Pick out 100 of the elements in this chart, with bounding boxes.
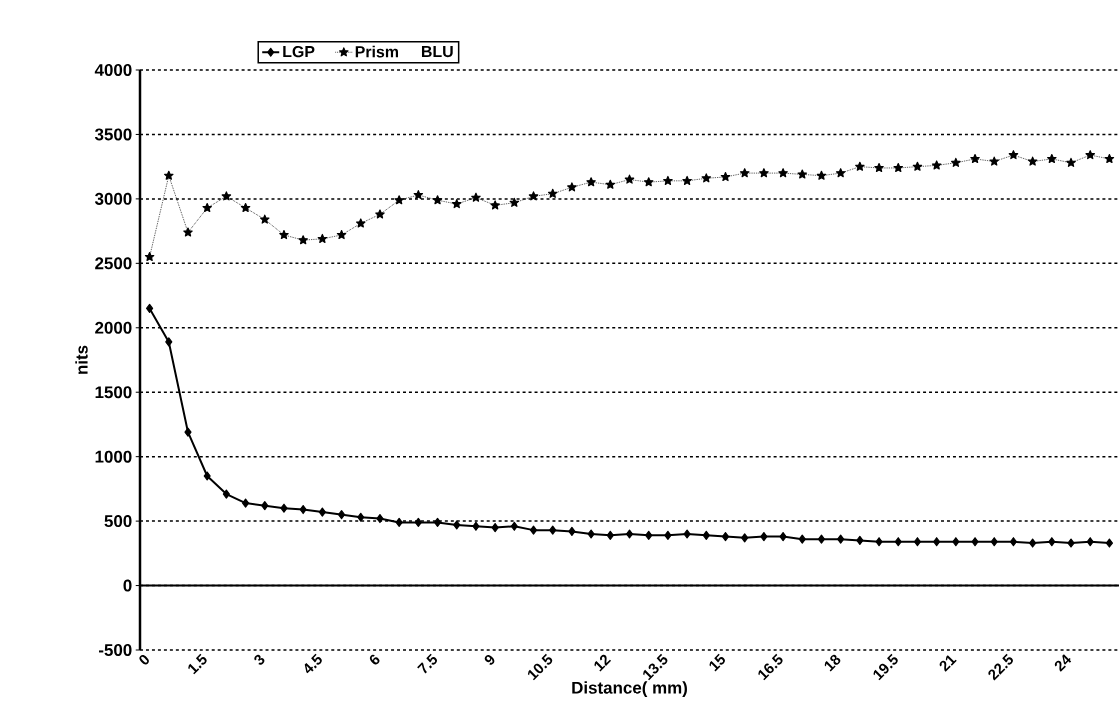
point (816, 170, 827, 180)
y-tick-label: -500 (98, 644, 132, 656)
point (912, 161, 923, 171)
point (183, 227, 193, 237)
point (472, 521, 480, 531)
y-tick-label: 0 (123, 579, 132, 592)
point (587, 529, 595, 539)
point (875, 537, 883, 547)
point (164, 170, 174, 180)
point (202, 202, 212, 213)
point (568, 526, 576, 537)
point (970, 153, 980, 164)
point (741, 533, 749, 543)
point (241, 498, 250, 508)
point (874, 162, 884, 173)
point (529, 525, 538, 535)
legend-label: Prism (355, 45, 399, 58)
point (1067, 538, 1075, 548)
x-tick-label: 18 (824, 654, 841, 672)
point (931, 160, 942, 170)
point (720, 171, 731, 182)
y-tick-label: 1000 (95, 450, 132, 463)
point (336, 229, 347, 240)
point (971, 537, 979, 547)
point (817, 534, 826, 544)
point (682, 175, 692, 185)
point (165, 337, 173, 347)
x-tick-label: 3 (254, 654, 265, 665)
point (606, 530, 614, 540)
point (989, 156, 1000, 166)
point (1104, 153, 1115, 164)
x-axis-title: Distance( mm) (572, 681, 687, 698)
point (491, 522, 499, 533)
point (337, 510, 346, 520)
y-axis-title: nits (75, 345, 88, 374)
y-tick-label: 2500 (95, 257, 132, 270)
y-tick-label: 4000 (94, 64, 132, 76)
y-tick-label: 1500 (95, 386, 132, 399)
point (855, 161, 865, 171)
point (739, 168, 750, 178)
point (797, 169, 808, 179)
point (835, 168, 846, 178)
x-tick-label: 21 (939, 655, 957, 672)
point (547, 188, 558, 198)
point (144, 251, 155, 262)
point (1009, 537, 1018, 547)
point (837, 534, 845, 544)
point (701, 173, 712, 183)
point (894, 537, 902, 547)
point (317, 233, 328, 243)
point (951, 157, 961, 167)
point (471, 192, 481, 202)
point (146, 303, 154, 314)
point (260, 214, 270, 224)
x-tick-label: 1.5 (188, 653, 207, 675)
y-tick-label: 500 (104, 515, 132, 528)
point (510, 521, 518, 531)
point (663, 175, 673, 185)
point (664, 530, 672, 540)
point (221, 191, 232, 201)
point (798, 534, 806, 544)
point (413, 190, 424, 200)
point (375, 209, 385, 219)
x-tick-label: 24 (1054, 654, 1072, 672)
point (778, 168, 788, 178)
legend-label: LGP (283, 45, 315, 58)
point (913, 537, 922, 547)
point (261, 501, 269, 511)
y-tick-label: 2000 (95, 321, 132, 334)
x-tick-label: 15 (709, 653, 725, 672)
point (721, 531, 730, 542)
x-tick-label: 0 (139, 654, 149, 665)
point (1027, 156, 1038, 166)
point (893, 162, 904, 173)
point (1105, 538, 1113, 548)
x-tick-label: 4.5 (304, 653, 322, 674)
point (643, 177, 654, 187)
point (586, 177, 596, 187)
point (683, 529, 691, 539)
point (933, 537, 941, 547)
y-tick-label: 3500 (94, 128, 132, 141)
point (952, 537, 960, 547)
point (990, 537, 998, 547)
point (299, 504, 307, 515)
point (625, 529, 634, 539)
point (624, 174, 635, 184)
point (1066, 157, 1076, 167)
point (203, 471, 211, 481)
point (394, 195, 404, 205)
point (1029, 538, 1037, 548)
x-tick-label: 7.5 (417, 653, 438, 674)
point (1048, 537, 1056, 547)
point (549, 525, 557, 535)
point (1047, 153, 1057, 164)
text: BLU (421, 46, 453, 58)
point (528, 191, 539, 201)
point (240, 202, 251, 213)
point (432, 195, 443, 205)
point (184, 427, 192, 437)
point (318, 507, 326, 517)
